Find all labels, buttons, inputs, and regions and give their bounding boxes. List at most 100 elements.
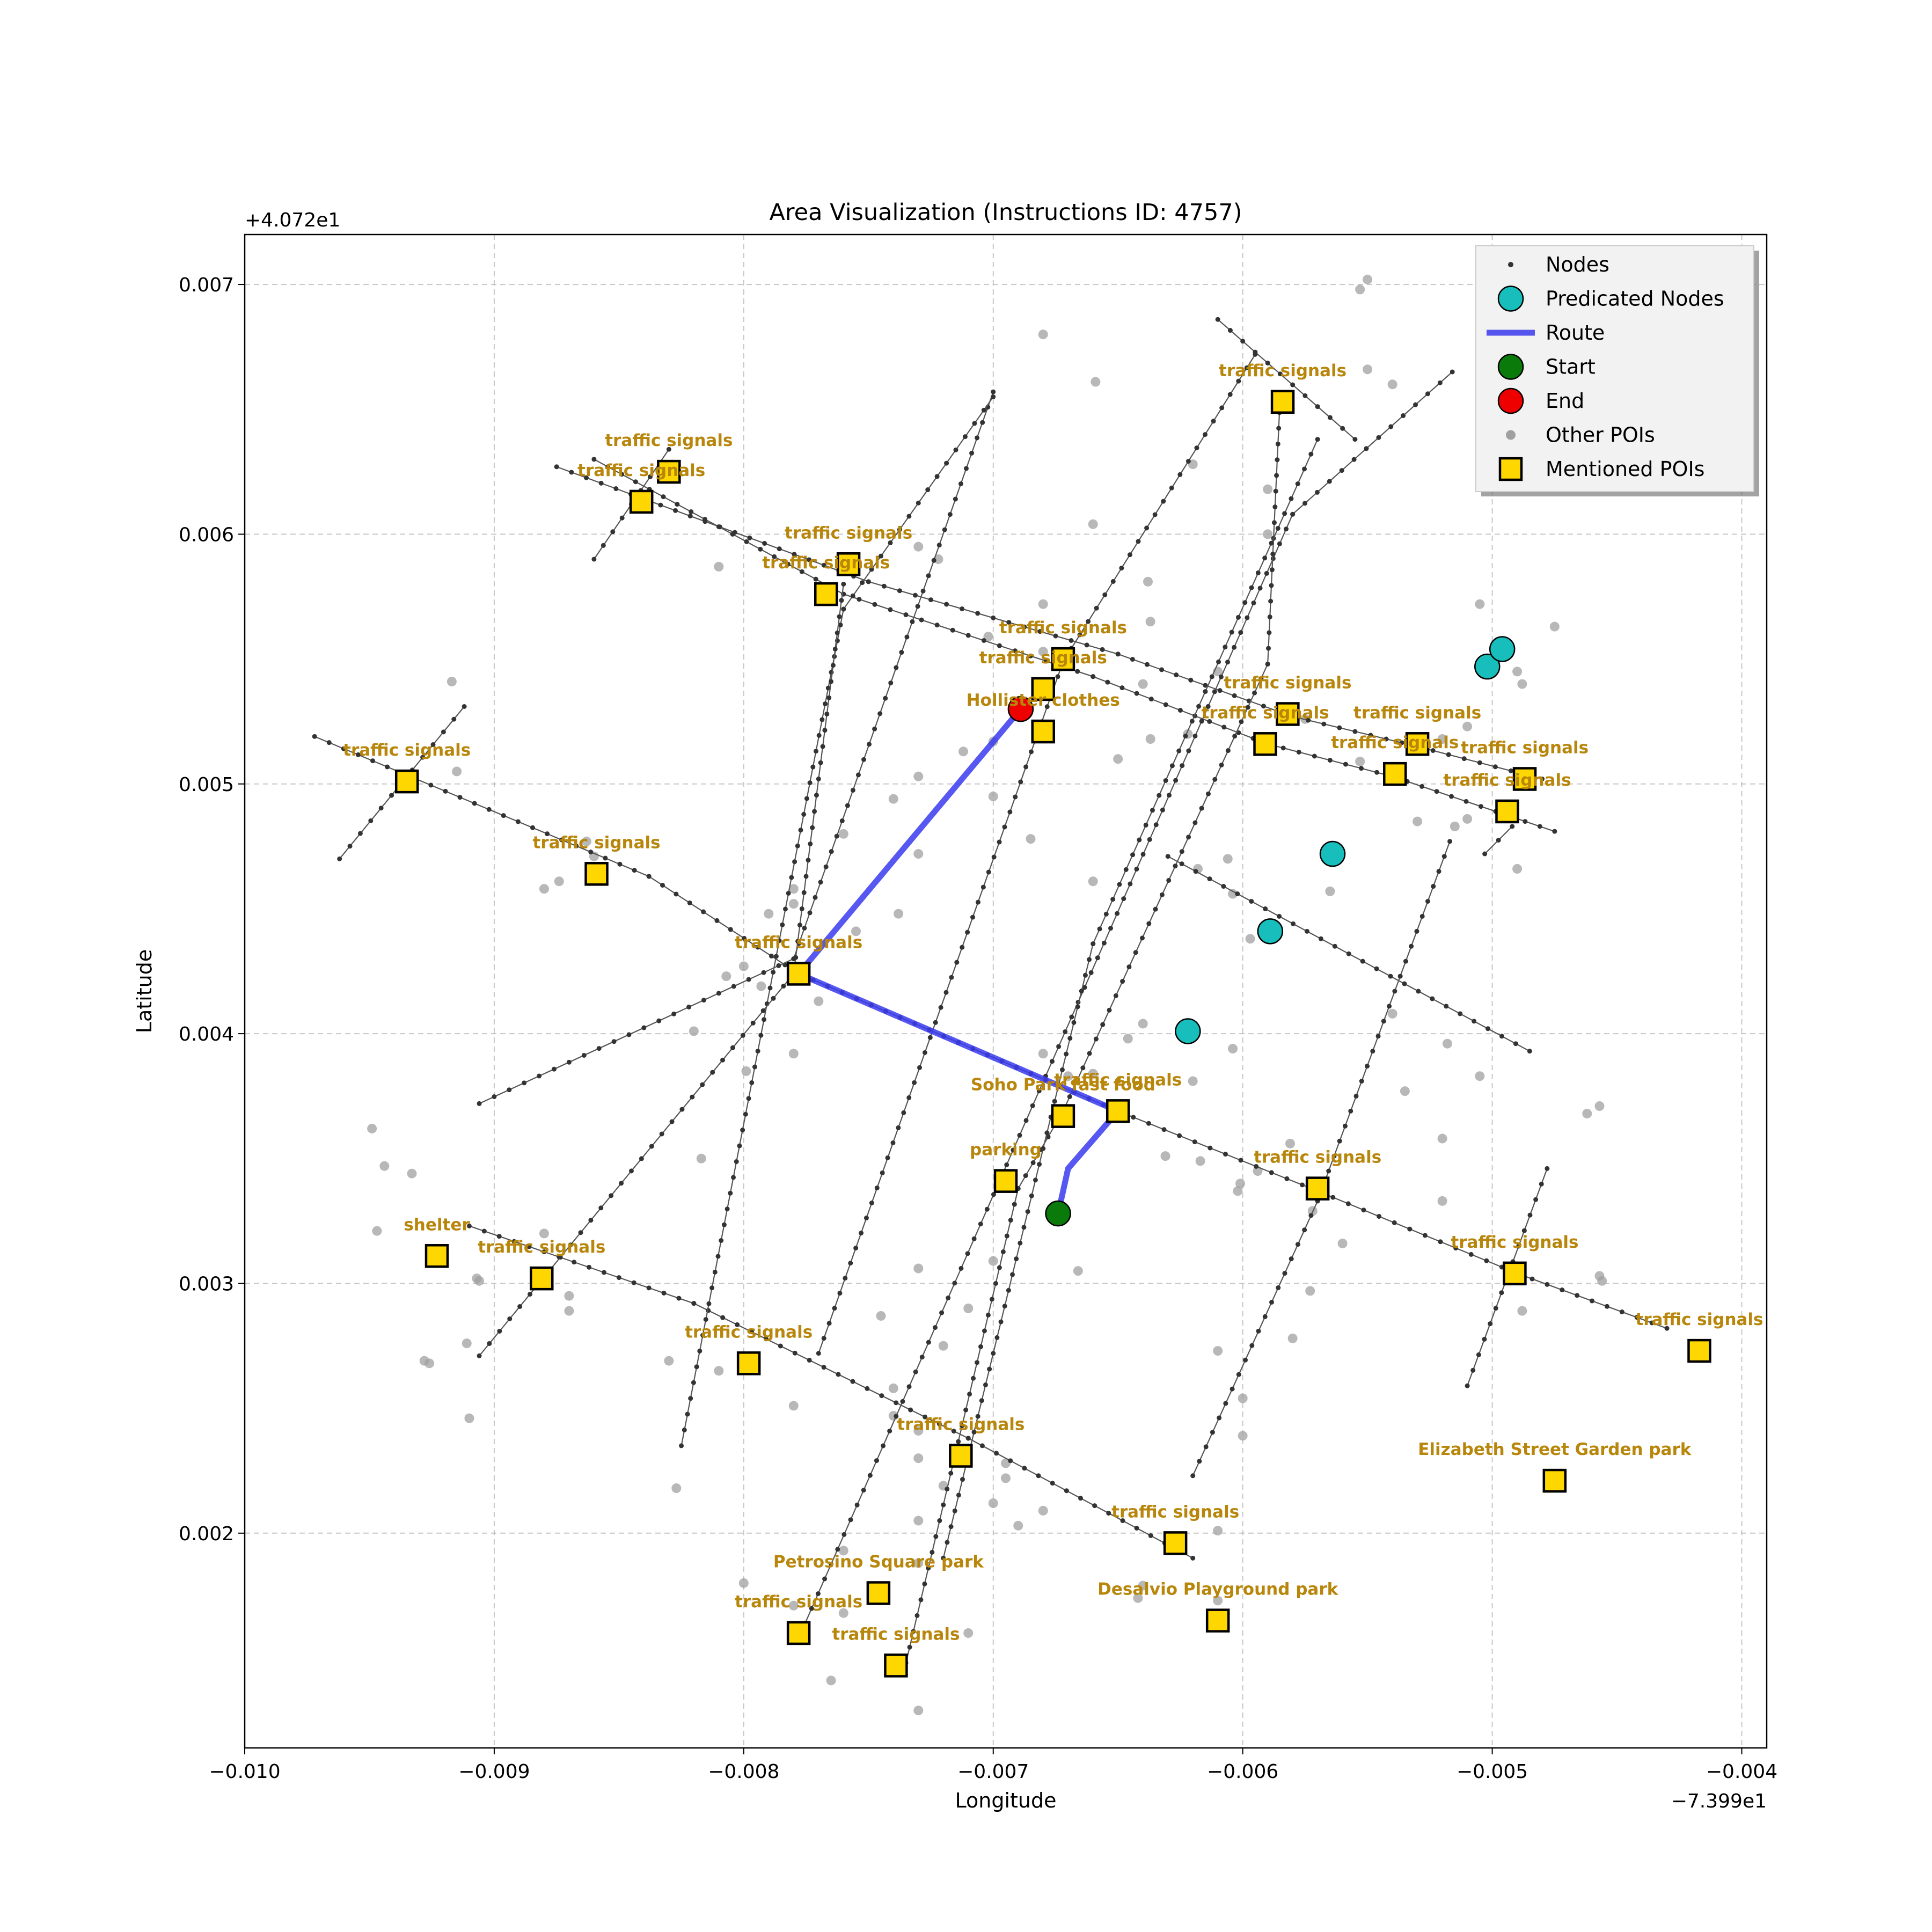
node-marker [901,1110,906,1115]
node-marker [1537,824,1542,829]
node-marker [953,447,958,452]
node-marker [1207,719,1212,724]
mentioned-poi-marker [657,459,681,484]
node-marker [1063,1029,1068,1035]
node-marker [1147,837,1152,842]
node-marker [646,874,652,879]
node-marker [1275,441,1280,447]
node-marker [1108,926,1114,931]
node-marker [526,1244,532,1249]
other-poi-marker [913,1706,924,1716]
node-marker [591,557,597,562]
node-marker [1082,972,1088,978]
node-marker [1249,1343,1255,1348]
node-marker [1476,1352,1481,1357]
node-marker [679,1443,684,1448]
node-marker [829,679,834,684]
node-marker [633,479,638,485]
node-marker [865,1386,870,1391]
node-marker [795,939,801,944]
node-marker [1444,1004,1449,1009]
other-poi-marker [664,1356,674,1366]
node-marker [588,1218,594,1223]
node-marker [993,1280,998,1286]
node-marker [1300,1182,1305,1188]
node-marker [897,527,902,532]
node-marker [632,868,637,873]
node-marker [906,514,912,519]
legend-label: Mentioned POIs [1546,457,1704,481]
node-marker [1403,958,1408,964]
node-marker [1180,763,1185,769]
node-marker [807,780,813,786]
node-marker [740,1128,745,1133]
node-marker [1282,1271,1287,1276]
node-marker [975,435,980,441]
node-marker [1255,570,1261,575]
node-marker [1004,1233,1009,1239]
other-poi-marker [1238,1431,1248,1441]
node-marker [822,1576,828,1582]
node-marker [912,592,918,598]
node-marker [578,1230,583,1235]
node-marker [1232,645,1237,650]
node-marker [1376,435,1381,440]
node-marker [978,1344,984,1349]
node-marker [1425,391,1430,397]
node-marker [1192,733,1198,738]
node-marker [835,1547,840,1552]
node-marker [1102,592,1108,597]
node-marker [674,891,679,897]
node-marker [1374,966,1379,971]
node-marker [1000,1249,1006,1255]
node-marker [1251,601,1256,606]
node-marker [1634,1315,1640,1320]
node-marker [1302,1227,1307,1233]
node-marker [761,970,766,975]
node-marker [997,1265,1002,1270]
node-marker [1238,1158,1243,1163]
node-marker [1167,793,1172,798]
node-marker [804,796,809,801]
node-marker [1430,996,1435,1001]
node-marker [697,1348,702,1353]
node-marker [869,1201,874,1206]
other-poi-marker [1063,1071,1073,1081]
node-marker [913,1369,918,1374]
other-poi-marker [958,747,968,757]
mentioned-poi-marker [425,1244,449,1268]
node-marker [1205,791,1211,796]
node-marker [1353,1093,1359,1099]
node-marker [1215,317,1220,322]
node-marker [792,859,797,865]
node-marker [682,1428,687,1433]
node-marker [1340,426,1345,431]
node-marker [1008,1458,1013,1463]
node-marker [786,890,791,896]
node-marker [1244,365,1249,370]
node-marker [838,622,843,627]
node-marker [1419,913,1425,919]
node-marker [1225,660,1231,665]
node-marker [799,569,804,574]
node-marker [906,1384,912,1389]
node-marker [1575,1293,1580,1298]
other-poi-marker [1305,1286,1315,1296]
other-poi-marker [1088,519,1098,529]
node-marker [777,546,782,552]
node-marker [1199,719,1204,724]
other-poi-marker [1195,1156,1205,1166]
node-marker [1331,1153,1337,1159]
x-axis-label: Longitude [955,1789,1057,1812]
other-poi-marker [838,1608,848,1618]
node-marker [1030,1160,1036,1166]
node-marker [1223,645,1228,650]
other-poi-marker [1145,617,1155,627]
node-marker [1030,1103,1035,1108]
node-marker [1430,748,1436,753]
legend-label: Predicated Nodes [1546,287,1724,311]
node-marker [1437,380,1443,385]
node-marker [820,744,825,749]
node-marker [1199,806,1204,811]
node-marker [1190,1555,1196,1561]
